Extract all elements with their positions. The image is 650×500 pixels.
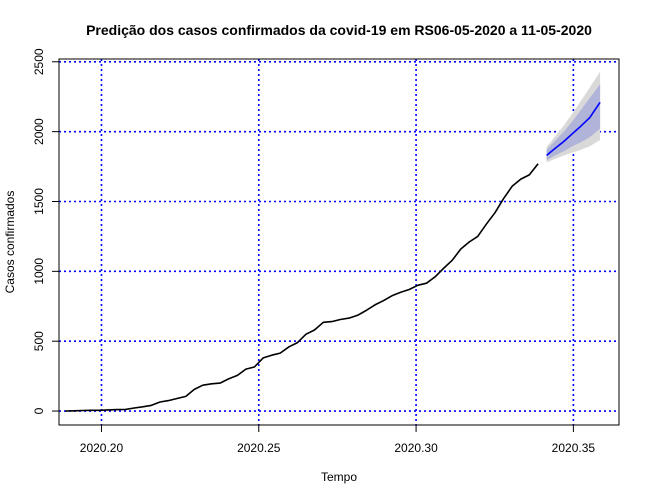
y-tick-label-5: 2500 [32,48,46,75]
x-tick-label-2: 2020.30 [394,441,438,455]
plot-frame [58,58,620,426]
x-axis: 2020.20 2020.25 2020.30 2020.35 [80,424,596,455]
y-tick-label-4: 2000 [32,118,46,145]
x-tick-label-3: 2020.35 [552,441,596,455]
forecast-bands [546,71,601,163]
series-lines [65,101,601,412]
forecast-band-80 [546,84,601,161]
x-tick-label-1: 2020.25 [237,441,281,455]
y-axis: 0 500 1000 1500 2000 2500 [32,48,60,414]
y-tick-label-3: 1500 [32,188,46,215]
series-line-1 [546,101,601,157]
y-tick-label-1: 500 [32,331,46,351]
grid-lines [59,59,619,425]
series-line-0 [65,163,539,412]
chart-title: Predição dos casos confirmados da covid-… [86,22,592,38]
y-tick-label-0: 0 [32,407,46,414]
x-tick-label-0: 2020.20 [80,441,124,455]
y-tick-label-2: 1000 [32,258,46,285]
x-axis-label: Tempo [321,470,357,484]
y-axis-label: Casos confirmados [3,191,17,294]
